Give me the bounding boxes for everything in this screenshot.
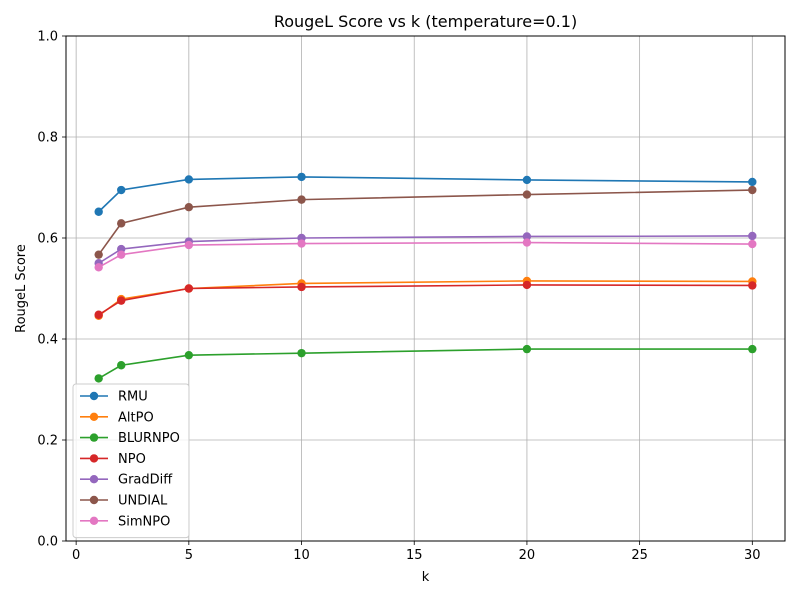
data-point-npo (748, 281, 757, 290)
legend-item-altpo: AltPO (80, 410, 154, 425)
legend-swatch-marker (89, 454, 99, 463)
data-point-undial (748, 185, 757, 195)
legend-swatch-marker (89, 475, 99, 484)
x-tick-label: 20 (519, 548, 536, 563)
series-rmu (94, 172, 757, 216)
data-point-blurnpo (117, 361, 126, 370)
data-point-npo (94, 310, 103, 319)
legend-swatch-marker (89, 433, 99, 442)
x-axis-label: k (422, 570, 430, 585)
data-point-npo (522, 280, 532, 290)
y-tick-label: 0.8 (37, 131, 58, 146)
data-point-undial (94, 250, 103, 259)
series-simnpo (94, 238, 757, 272)
plot-frame (65, 35, 786, 542)
legend-label-npo: NPO (118, 452, 146, 467)
data-point-blurnpo (522, 344, 532, 354)
data-point-blurnpo (748, 344, 757, 354)
legend-swatch-marker (89, 516, 99, 525)
series-undial (94, 185, 757, 259)
y-tick-label: 0.2 (37, 434, 58, 449)
data-point-graddiff (748, 231, 757, 241)
legend-label-graddiff: GradDiff (118, 473, 173, 488)
series-lines (94, 172, 757, 383)
legend-item-simnpo: SimNPO (80, 514, 170, 529)
data-point-undial (184, 202, 194, 212)
legend-item-undial: UNDIAL (80, 494, 168, 509)
legend: RMU AltPO BLURNPO NPO GradDiff UNDIAL SimNPO (72, 383, 190, 539)
data-point-rmu (748, 177, 757, 187)
y-tick-label: 0.6 (37, 232, 58, 247)
x-tick-label: 30 (744, 548, 761, 563)
data-point-undial (522, 190, 532, 199)
legend-swatch-marker (89, 391, 99, 401)
axis-ticks: 0 5 10 15 20 25 30 0.0 0.2 0.4 0.6 0.8 1.0 (37, 30, 760, 564)
legend-label-undial: UNDIAL (118, 494, 168, 509)
data-point-undial (117, 219, 126, 228)
series-line-npo (98, 284, 753, 316)
data-point-simnpo (184, 240, 194, 250)
y-axis-label: RougeL Score (14, 244, 29, 333)
data-point-simnpo (94, 263, 103, 272)
legend-label-rmu: RMU (118, 390, 148, 405)
data-point-npo (297, 282, 306, 292)
data-point-graddiff (522, 232, 532, 241)
legend-swatch-marker (89, 412, 99, 421)
y-tick-label: 1.0 (37, 30, 58, 45)
x-tick-label: 0 (72, 548, 80, 563)
data-point-rmu (184, 175, 194, 184)
x-tick-label: 25 (631, 548, 648, 563)
data-point-blurnpo (184, 350, 194, 360)
legend-item-graddiff: GradDiff (80, 473, 173, 488)
series-blurnpo (94, 344, 757, 383)
x-tick-label: 15 (406, 548, 423, 563)
data-point-blurnpo (94, 374, 103, 383)
data-point-simnpo (522, 238, 532, 247)
chart-title: RougeL Score vs k (temperature=0.1) (274, 12, 577, 31)
data-point-blurnpo (297, 348, 306, 358)
data-point-simnpo (297, 239, 306, 248)
legend-label-blurnpo: BLURNPO (118, 431, 180, 446)
data-point-simnpo (748, 239, 757, 249)
legend-swatch-marker (89, 495, 99, 505)
legend-item-rmu: RMU (80, 390, 148, 405)
legend-label-simnpo: SimNPO (118, 514, 170, 529)
x-tick-label: 10 (293, 548, 310, 563)
legend-item-npo: NPO (80, 452, 146, 467)
data-point-rmu (522, 175, 532, 185)
series-line-rmu (98, 176, 753, 213)
data-point-npo (184, 284, 194, 293)
data-point-rmu (297, 172, 306, 182)
series-line-graddiff (98, 235, 753, 264)
data-point-simnpo (117, 250, 126, 259)
series-line-blurnpo (98, 348, 753, 380)
series-line-undial (98, 189, 753, 256)
series-npo (94, 280, 757, 319)
y-tick-label: 0.4 (37, 333, 58, 348)
y-tick-label: 0.0 (37, 535, 58, 550)
data-point-rmu (94, 207, 103, 216)
legend-label-altpo: AltPO (118, 410, 154, 425)
data-point-undial (297, 195, 306, 204)
data-point-npo (117, 296, 126, 305)
series-line-simnpo (98, 241, 753, 268)
legend-item-blurnpo: BLURNPO (80, 431, 180, 446)
x-tick-label: 5 (185, 548, 193, 563)
data-point-rmu (117, 185, 126, 195)
